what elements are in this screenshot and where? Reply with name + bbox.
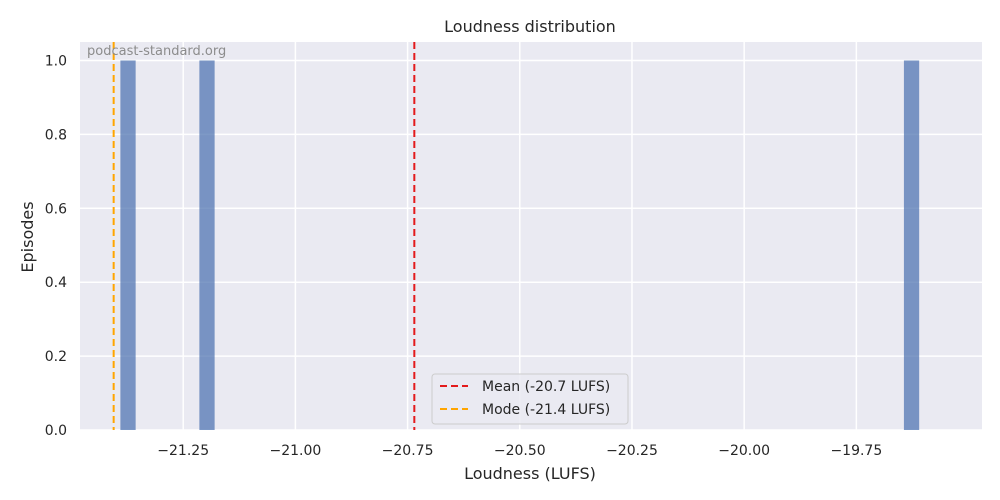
x-tick-label: −21.25 bbox=[157, 443, 209, 459]
legend-label: Mode (-21.4 LUFS) bbox=[482, 402, 610, 418]
chart-title: Loudness distribution bbox=[444, 17, 616, 36]
histogram-bar bbox=[903, 60, 920, 430]
x-tick-label: −20.75 bbox=[382, 443, 434, 459]
legend-box bbox=[431, 373, 629, 425]
histogram-bar bbox=[199, 60, 215, 430]
histogram-bar bbox=[120, 60, 136, 430]
reference-lines bbox=[112, 42, 416, 430]
plot-area bbox=[80, 42, 982, 430]
x-tick-label: −19.75 bbox=[830, 443, 882, 459]
y-tick-label: 0.6 bbox=[45, 201, 67, 217]
y-tick-label: 1.0 bbox=[45, 53, 67, 69]
x-tick-label: −20.00 bbox=[718, 443, 770, 459]
x-tick-label: −21.00 bbox=[269, 443, 321, 459]
legend-label: Mean (-20.7 LUFS) bbox=[482, 379, 610, 395]
x-tick-label: −20.25 bbox=[606, 443, 658, 459]
y-tick-label: 0.2 bbox=[45, 349, 67, 365]
y-tick-label: 0.4 bbox=[45, 275, 67, 291]
grid-lines bbox=[80, 42, 982, 431]
watermark: podcast-standard.org bbox=[87, 44, 226, 59]
histogram-bars bbox=[120, 60, 920, 430]
x-tick-label: −20.50 bbox=[494, 443, 546, 459]
legend: Mean (-20.7 LUFS) Mode (-21.4 LUFS) bbox=[431, 373, 629, 425]
y-tick-label: 0.8 bbox=[45, 127, 67, 143]
y-axis-ticks: 0.0 0.2 0.4 0.6 0.8 1.0 bbox=[45, 53, 67, 439]
y-tick-label: 0.0 bbox=[45, 423, 67, 439]
x-axis-ticks: −21.25 −21.00 −20.75 −20.50 −20.25 −20.00 −19.… bbox=[157, 443, 882, 459]
x-axis-label: Loudness (LUFS) bbox=[464, 464, 596, 483]
y-axis-label: Episodes bbox=[18, 201, 37, 272]
